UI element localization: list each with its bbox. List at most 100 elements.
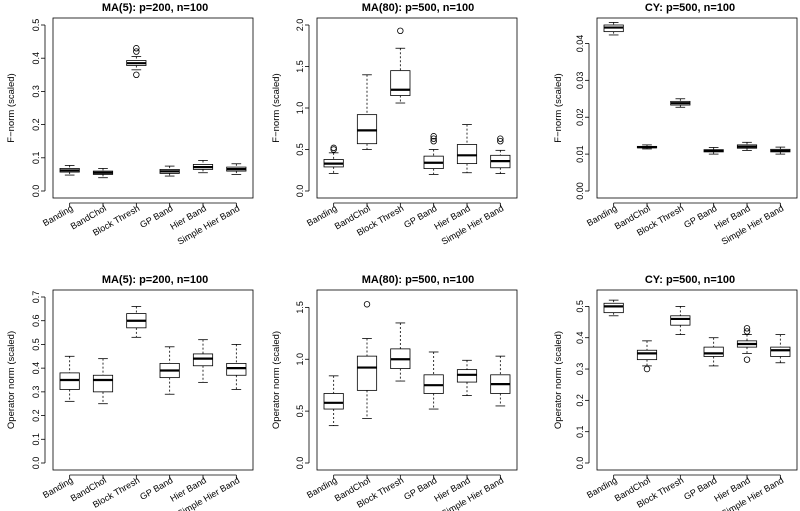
outlier-point xyxy=(363,301,371,308)
chart-panel-3: CY: p=500, n=100 F−norm (scaled) 0.00 0.01 0… xyxy=(553,2,798,247)
iqr-box xyxy=(356,114,378,145)
y-tick-label: 0.6 xyxy=(31,314,41,327)
box-banding xyxy=(603,22,624,36)
y-tick-label: 0.5 xyxy=(295,143,305,156)
chart-panel-4: MA(5): p=200, n=100 Operator norm (scaled… xyxy=(6,274,254,511)
y-tick-label: 0.3 xyxy=(31,85,41,98)
iqr-box xyxy=(323,393,344,410)
y-tick-label: 0.5 xyxy=(31,338,41,351)
outlier-point xyxy=(430,133,437,140)
chart-panel-2: MA(80): p=500, n=100 F−norm (scaled) 0.0 0.… xyxy=(271,2,518,247)
chart-title: MA(80): p=500, n=100 xyxy=(362,274,475,286)
box-banding xyxy=(603,299,624,317)
plot-frame xyxy=(316,289,518,471)
y-tick-label: 0.5 xyxy=(575,300,585,313)
box-bandchol xyxy=(356,301,378,419)
box-banding xyxy=(323,144,344,174)
y-tick-label: 1.0 xyxy=(295,102,305,115)
y-axis-label: F−norm (scaled) xyxy=(553,73,564,142)
iqr-box xyxy=(192,353,214,367)
y-tick-label: 1.5 xyxy=(295,301,305,314)
iqr-box xyxy=(636,349,658,361)
outlier-point xyxy=(133,48,140,55)
iqr-box xyxy=(59,372,80,390)
chart-title: MA(80): p=500, n=100 xyxy=(362,2,475,14)
x-tick-label: Simple Hier Band xyxy=(440,203,506,247)
iqr-box xyxy=(670,315,691,326)
y-tick-label: 1.5 xyxy=(295,60,305,73)
iqr-box xyxy=(770,346,791,357)
box-hier-band xyxy=(192,339,214,383)
y-tick-label: 0.2 xyxy=(31,118,41,131)
box-bandchol xyxy=(356,74,378,150)
box-block-thresh xyxy=(390,27,411,104)
box-gp-band xyxy=(159,165,180,177)
box-block-thresh xyxy=(126,306,147,338)
y-axis-label: Operator norm (scaled) xyxy=(271,331,282,429)
y-tick-label: 0.2 xyxy=(31,409,41,422)
y-tick-label: 0.4 xyxy=(31,362,41,375)
y-tick-label: 0.4 xyxy=(575,331,585,344)
box-hier-band xyxy=(736,325,758,363)
chart-panel-6: CY: p=500, n=100 Operator norm (scaled) 0.… xyxy=(553,274,798,511)
outlier-point xyxy=(397,27,404,35)
outlier-point xyxy=(330,146,337,153)
y-tick-label: 2.0 xyxy=(295,19,305,32)
y-tick-label: 0.4 xyxy=(31,52,41,65)
box-block-thresh xyxy=(126,45,147,78)
y-axis-label: F−norm (scaled) xyxy=(271,73,282,142)
y-axis-label: F−norm (scaled) xyxy=(6,73,17,142)
outlier-point xyxy=(743,325,751,332)
box-bandchol xyxy=(636,340,658,373)
box-banding xyxy=(323,375,344,427)
box-simple-hier-band xyxy=(490,355,511,407)
plot-frame xyxy=(52,289,254,471)
iqr-box xyxy=(456,144,478,165)
outlier-point xyxy=(497,137,504,145)
box-hier-band xyxy=(456,359,478,396)
chart-title: CY: p=500, n=100 xyxy=(645,274,735,286)
iqr-box xyxy=(356,355,378,391)
box-block-thresh xyxy=(670,305,691,335)
y-tick-label: 0.0 xyxy=(295,457,305,470)
y-tick-label: 0.1 xyxy=(31,152,41,165)
y-tick-label: 0.01 xyxy=(575,145,585,163)
outlier-point xyxy=(430,137,437,145)
chart-title: MA(5): p=200, n=100 xyxy=(102,274,208,286)
y-tick-label: 1.0 xyxy=(295,353,305,366)
x-tick-label: Simple Hier Band xyxy=(176,203,242,247)
outlier-point xyxy=(133,71,140,78)
x-tick-label: Simple Hier Band xyxy=(720,203,786,247)
y-axis-label: Operator norm (scaled) xyxy=(553,331,564,429)
outlier-point xyxy=(643,365,651,373)
y-tick-label: 0.04 xyxy=(575,35,585,53)
chart-panel-1: MA(5): p=200, n=100 F−norm (scaled) 0.0 0.1… xyxy=(6,2,254,247)
box-bandchol xyxy=(92,358,114,405)
iqr-box xyxy=(226,362,247,376)
box-simple-hier-band xyxy=(770,334,791,364)
box-banding xyxy=(59,355,80,402)
chart-title: CY: p=500, n=100 xyxy=(645,2,735,14)
box-hier-band xyxy=(736,141,758,151)
y-tick-label: 0.0 xyxy=(31,457,41,470)
plot-frame xyxy=(596,17,798,199)
box-simple-hier-band xyxy=(770,146,791,155)
y-tick-label: 0.0 xyxy=(31,185,41,198)
y-axis-label: Operator norm (scaled) xyxy=(6,331,17,429)
y-tick-label: 0.00 xyxy=(575,182,585,200)
box-gp-band xyxy=(703,337,724,367)
outlier-point xyxy=(743,328,751,335)
y-tick-label: 0.1 xyxy=(31,433,41,446)
outlier-point xyxy=(330,144,337,152)
y-tick-label: 0.03 xyxy=(575,72,585,90)
box-gp-band xyxy=(703,147,724,155)
outlier-point xyxy=(743,356,751,363)
chart-panel-5: MA(80): p=500, n=100 Operator norm (scale… xyxy=(271,274,518,511)
box-bandchol xyxy=(636,144,658,150)
y-tick-label: 0.3 xyxy=(31,386,41,399)
plot-frame xyxy=(316,17,518,199)
y-tick-label: 0.2 xyxy=(575,394,585,407)
plot-frame xyxy=(52,17,254,199)
box-simple-hier-band xyxy=(226,344,247,390)
